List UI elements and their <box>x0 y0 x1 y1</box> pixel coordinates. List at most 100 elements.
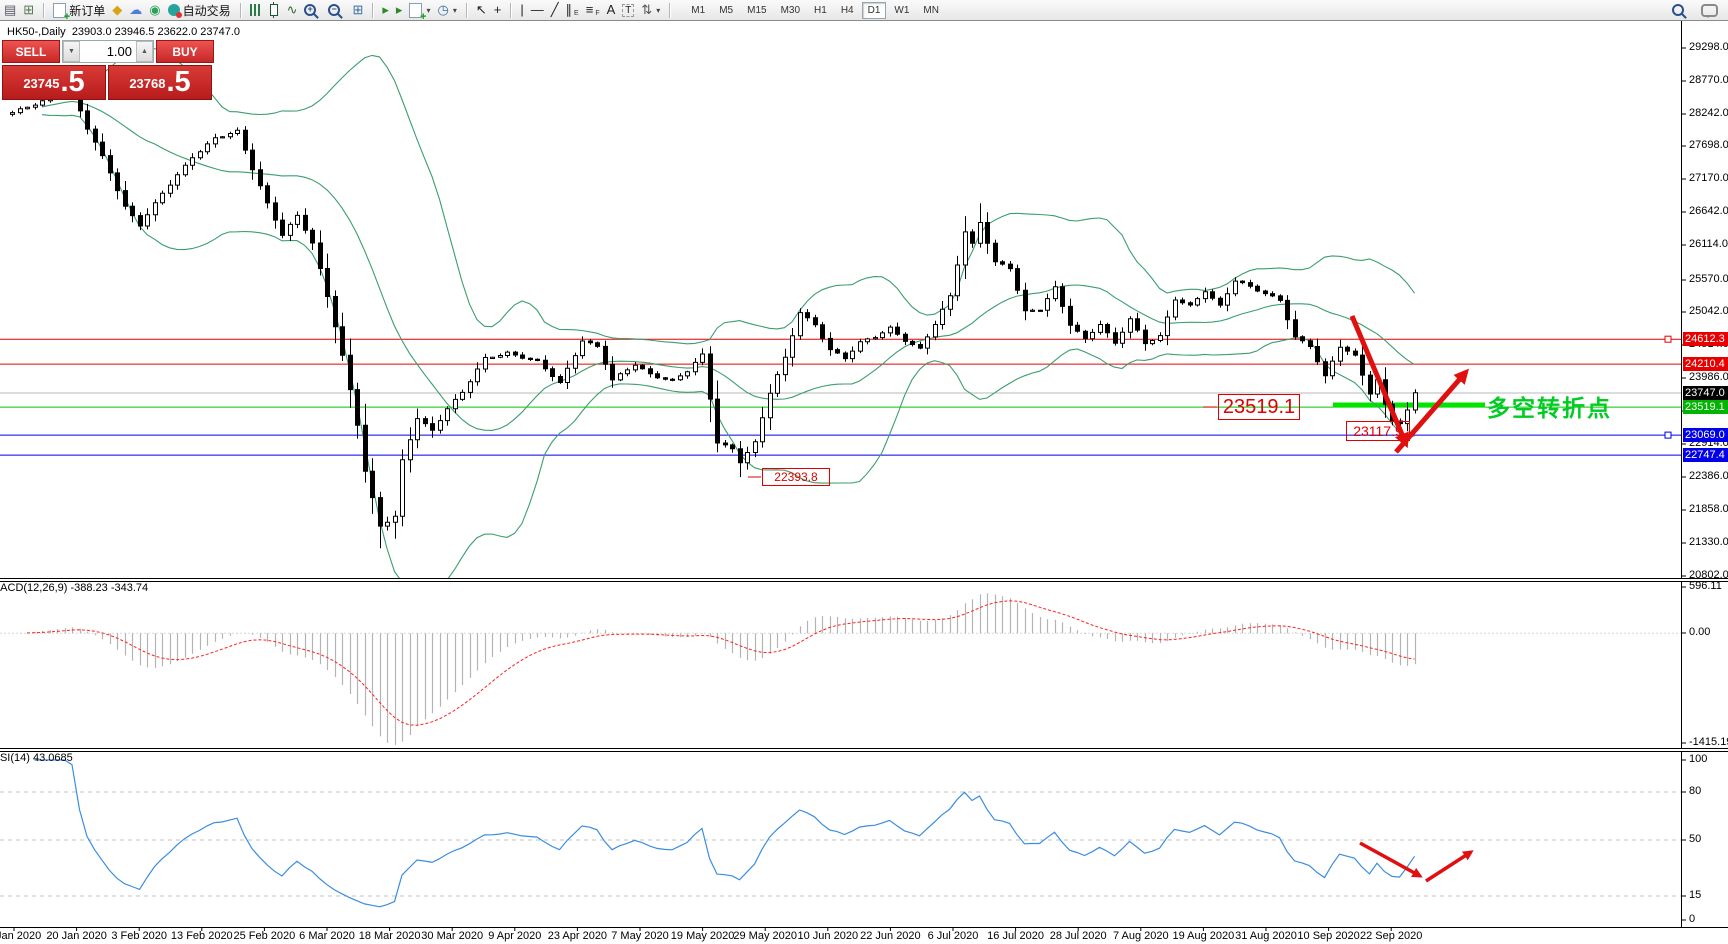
timeframe-mn[interactable]: MN <box>923 4 939 16</box>
cursor-icon[interactable]: ↖ <box>476 1 487 19</box>
price-annotation-box[interactable]: 22393.8 <box>762 468 830 486</box>
date-axis-label: 28 Jul 2020 <box>1049 930 1107 942</box>
price-axis-border <box>1681 21 1682 927</box>
main-macd-pane-separator[interactable] <box>0 578 1728 582</box>
chat-icon[interactable] <box>1701 1 1718 19</box>
timeframe-m5[interactable]: M5 <box>719 4 734 16</box>
equidistant-channel-icon: ∥ <box>565 2 573 17</box>
date-axis-label: 18 Mar 2020 <box>358 930 421 942</box>
date-axis-label: 10 Sep 2020 <box>1297 930 1360 942</box>
chart-shift-icon[interactable]: ▸ <box>396 1 403 19</box>
fibonacci-icon[interactable]: ≡ F <box>585 2 600 17</box>
timeframe-m30[interactable]: M30 <box>780 4 801 16</box>
timeframe-w1[interactable]: W1 <box>894 4 910 16</box>
chart-profiles-icon[interactable]: ⊞ <box>23 1 34 19</box>
text-icon: A <box>606 2 616 17</box>
price-axis-tick-label: 28770.0 <box>1689 74 1728 86</box>
bollinger-band-line <box>41 100 1415 431</box>
arrows-tool-icon[interactable]: ⇅ ▾ <box>641 1 660 19</box>
add-indicator-icon: + <box>409 2 426 22</box>
trendline-icon: ╱ <box>550 2 559 17</box>
data-window-icon[interactable]: ☁ <box>129 1 142 19</box>
tile-windows-icon: ⊞ <box>352 2 364 17</box>
macd-axis-label: -1415.19 <box>1689 736 1728 748</box>
chat-icon <box>1701 3 1718 18</box>
timeframe-h1[interactable]: H1 <box>814 4 827 16</box>
hline-handle[interactable] <box>1664 335 1672 343</box>
cursor-icon: ↖ <box>475 2 487 17</box>
price-annotation-box[interactable]: 23519.1 <box>1218 394 1300 420</box>
crosshair-icon[interactable]: + <box>494 1 502 19</box>
turn-point-annotation-text[interactable]: 多空转折点 <box>1487 395 1612 421</box>
hline-handle[interactable] <box>1664 431 1672 439</box>
price-line-badge: 24612.3 <box>1683 332 1728 347</box>
new-order-icon: + <box>53 2 70 22</box>
vertical-line-icon[interactable]: | <box>520 1 523 19</box>
bear-candles <box>70 91 1403 527</box>
sell-button[interactable]: SELL <box>2 40 60 63</box>
zoom-in-icon[interactable]: + <box>304 1 321 19</box>
horizontal-line-icon[interactable]: — <box>531 1 544 19</box>
volume-increase-button[interactable]: ▲ <box>136 41 153 62</box>
date-axis-label: 22 Sep 2020 <box>1359 930 1423 942</box>
chart-symbol-title: HK50-,Daily 23903.0 23946.5 23622.0 2374… <box>7 26 240 38</box>
add-indicator-icon[interactable]: + ▾ <box>409 1 431 22</box>
period-clock-icon: ◷ <box>437 2 449 17</box>
search-icon <box>1672 4 1684 16</box>
date-axis-label: 7 Aug 2020 <box>1112 930 1169 942</box>
timeframe-d1[interactable]: D1 <box>861 1 887 19</box>
new-order-icon[interactable]: + 新订单 <box>53 1 105 22</box>
auto-scroll-icon[interactable]: ▸ <box>382 1 389 19</box>
chevron-down-icon: ▾ <box>426 5 431 15</box>
macd-rsi-pane-separator[interactable] <box>0 748 1728 752</box>
date-axis-label: 6 Mar 2020 <box>299 930 355 942</box>
text-label-icon[interactable]: T <box>622 1 635 19</box>
timeframe-m15[interactable]: M15 <box>747 4 767 16</box>
price-annotation-box[interactable]: 23117.9 <box>1346 421 1410 441</box>
volume-decrease-button[interactable]: ▼ <box>63 41 80 62</box>
buy-button[interactable]: BUY <box>156 40 214 63</box>
search-icon[interactable] <box>1672 1 1689 19</box>
volume-input[interactable]: 1.00 <box>106 44 132 59</box>
chart-profiles-icon: ⊞ <box>23 2 35 17</box>
signal-icon[interactable]: ◉ <box>149 1 160 19</box>
text-label-icon: T <box>622 3 635 17</box>
toolbar-separator <box>510 2 512 18</box>
zoom-out-icon[interactable]: − <box>328 1 345 19</box>
autotrade-icon <box>167 4 182 18</box>
price-axis-tick-label: 21330.0 <box>1689 536 1728 548</box>
text-icon[interactable]: A <box>607 1 616 19</box>
period-clock-icon[interactable]: ◷ ▾ <box>437 1 456 19</box>
tile-windows-icon[interactable]: ⊞ <box>352 1 363 19</box>
zoom-out-icon: − <box>328 4 341 16</box>
price-axis-tick-label: 27170.0 <box>1689 172 1728 184</box>
auto-scroll-icon: ▸ <box>382 2 389 17</box>
chevron-down-icon: ▾ <box>452 5 457 15</box>
volume-spinner: ▼ 1.00 ▲ <box>62 40 154 63</box>
bar-chart-icon[interactable] <box>249 1 261 19</box>
rsi-line <box>34 759 1415 908</box>
vertical-line-icon: | <box>520 2 524 17</box>
price-axis-tick-label: 25570.0 <box>1689 273 1728 285</box>
new-chart-icon[interactable]: ▤ <box>4 1 16 19</box>
candlestick-chart-icon[interactable] <box>268 1 280 19</box>
price-axis-tick-label: 26114.0 <box>1689 238 1728 250</box>
toolbar-separator <box>372 2 374 18</box>
rsi-axis-label: 50 <box>1689 833 1702 845</box>
date-axis-label: 22 Jun 2020 <box>860 930 921 942</box>
timeframe-m1[interactable]: M1 <box>691 4 706 16</box>
rsi-axis-label: 100 <box>1689 753 1708 765</box>
autotrade-icon[interactable]: 自动交易 <box>167 1 231 19</box>
market-watch-icon: ◆ <box>112 2 123 17</box>
horizontal-line-icon: — <box>530 2 544 17</box>
buy-price-display[interactable]: 23768 .5 <box>108 65 212 100</box>
trendline-icon[interactable]: ╱ <box>551 1 559 19</box>
timeframe-h4[interactable]: H4 <box>840 4 854 16</box>
market-watch-icon[interactable]: ◆ <box>112 1 122 19</box>
equidistant-channel-icon[interactable]: ∥ E <box>565 2 579 17</box>
sell-price-display[interactable]: 23745 .5 <box>2 65 106 100</box>
chart-shift-icon: ▸ <box>395 2 403 17</box>
date-axis-border <box>0 927 1728 928</box>
line-chart-icon[interactable]: ∿ <box>287 1 298 19</box>
